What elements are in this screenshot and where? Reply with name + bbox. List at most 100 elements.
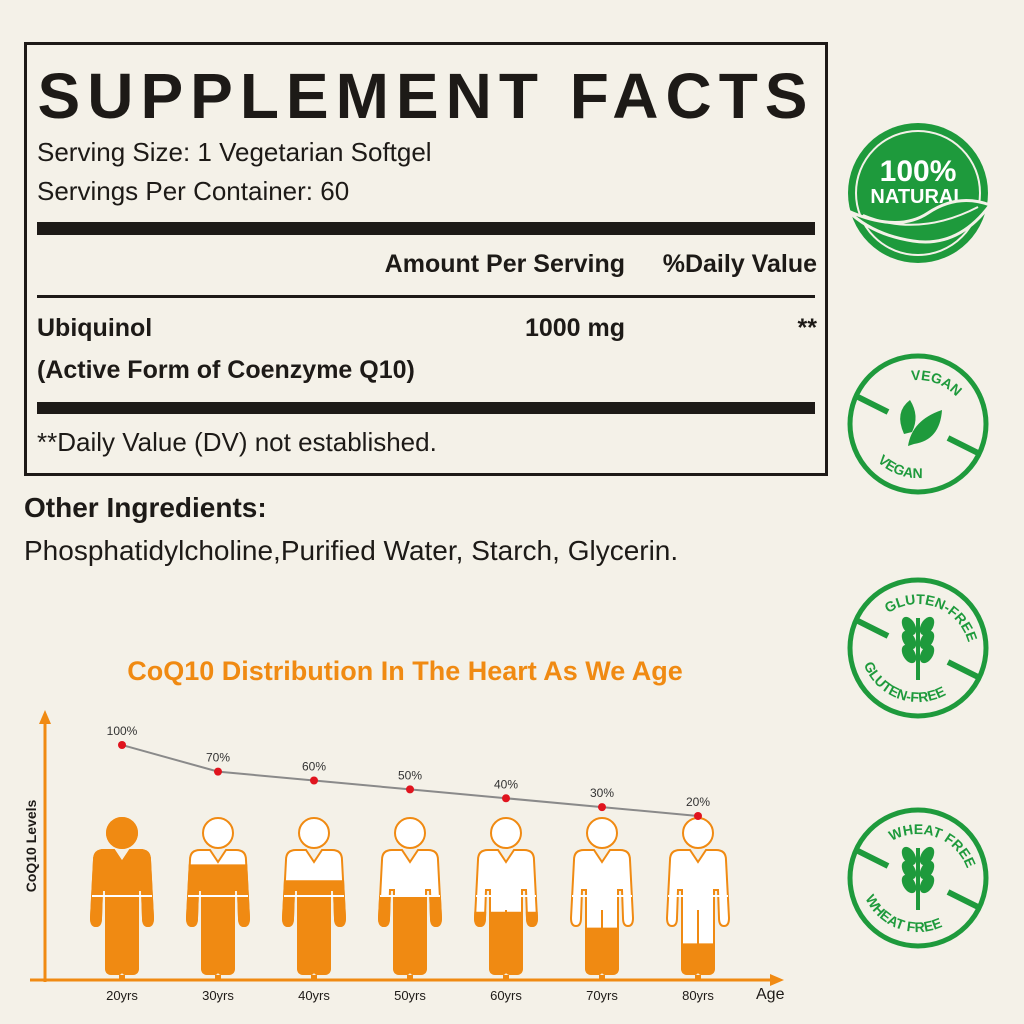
data-point [118, 741, 126, 749]
wheat-grain [919, 846, 935, 866]
wheat-grain [919, 644, 935, 664]
tick [119, 975, 125, 980]
strike-line [854, 393, 890, 415]
wheat-grain [919, 874, 935, 894]
data-label: 60% [302, 760, 326, 774]
y-axis-arrow-icon [39, 710, 51, 724]
person-fill [89, 817, 155, 975]
data-point [406, 785, 414, 794]
badge-text-top: WHEAT FREE [882, 808, 987, 874]
x-tick-label: 20yrs [106, 988, 138, 1003]
other-ingredients-list: Phosphatidylcholine,Purified Water, Star… [24, 535, 679, 566]
ingredient-subtitle: (Active Form of Coenzyme Q10) [37, 356, 415, 384]
supplement-facts-panel: SUPPLEMENT FACTS Serving Size: 1 Vegetar… [24, 42, 828, 476]
strike-line [946, 659, 982, 681]
wheat-grain [901, 630, 917, 650]
badge-text-top-path: WHEAT FREE [882, 808, 987, 874]
facts-title: SUPPLEMENT FACTS [37, 60, 815, 132]
data-point [502, 794, 510, 803]
divider-thick [37, 222, 815, 235]
tick [311, 975, 317, 980]
person-head [586, 817, 618, 849]
strike-line [854, 847, 890, 869]
badge-text-bottom: WHEAT FREE [856, 888, 948, 946]
person-head [490, 817, 522, 849]
data-label: 20% [686, 795, 710, 809]
person-figure [89, 817, 155, 980]
wheat-icon [901, 616, 935, 680]
footnote: **Daily Value (DV) not established. [37, 427, 437, 457]
leaf-shape [900, 400, 916, 434]
x-tick-label: 40yrs [298, 988, 330, 1003]
badge-ring [855, 130, 981, 256]
wheat-grain [901, 616, 917, 636]
x-tick-label: 80yrs [682, 988, 714, 1003]
person-body-fill [585, 927, 619, 975]
tick [599, 975, 605, 980]
ingredient-amount: 1000 mg [524, 314, 625, 342]
leaf-vein [862, 206, 979, 226]
badge-text-bottom-path: GLUTEN-FREE [854, 655, 952, 717]
person-body-fill [185, 864, 251, 975]
ingredient-dv: ** [797, 314, 817, 342]
badge-text-bottom-path: WHEAT FREE [856, 888, 948, 946]
data-label: 40% [494, 777, 518, 791]
badge-circle [847, 353, 989, 495]
person-head [394, 817, 426, 849]
wheat-grain [901, 846, 917, 866]
strike-line [946, 435, 982, 457]
person-body-fill [473, 911, 539, 975]
leaf-icon [846, 199, 993, 244]
data-point [598, 803, 606, 812]
chart-title: CoQ10 Distribution In The Heart As We Ag… [127, 656, 683, 686]
tick [695, 975, 701, 980]
person-body-fill [89, 849, 155, 975]
x-tick-label: 50yrs [394, 988, 426, 1003]
person-head [682, 817, 714, 849]
x-tick-label: 60yrs [490, 988, 522, 1003]
person-figure [665, 817, 731, 980]
person-figure [185, 817, 251, 980]
person-head [298, 817, 330, 849]
person-body-fill [681, 943, 715, 975]
person-body-fill [377, 896, 443, 975]
person-fill [377, 896, 443, 975]
tick [503, 975, 509, 980]
person-head-fill [106, 817, 138, 849]
person-figure [377, 817, 443, 980]
tick [215, 975, 221, 980]
wheat-grain [919, 630, 935, 650]
person-body-fill [281, 880, 347, 975]
data-point [214, 767, 222, 776]
person-fill [473, 911, 539, 975]
other-ingredients-title: Other Ingredients: [24, 492, 267, 523]
person-fill [585, 927, 619, 975]
wheat-icon [901, 846, 935, 910]
badge-circle [847, 807, 989, 949]
person-figure [569, 817, 635, 980]
data-label: 100% [107, 724, 138, 738]
x-axis-arrow-icon [770, 974, 784, 986]
badge-100-: 100%NATURAL [846, 123, 993, 263]
wheat-grain [919, 860, 935, 880]
y-axis-label: CoQ10 Levels [23, 799, 39, 892]
col-amount: Amount Per Serving [384, 250, 625, 278]
person-head [202, 817, 234, 849]
data-label: 70% [206, 751, 230, 765]
data-point [310, 776, 318, 785]
divider-thick [37, 402, 815, 414]
person-figure [281, 817, 347, 980]
x-axis-label: Age [756, 986, 785, 1003]
data-label: 30% [590, 786, 614, 800]
person-fill [185, 864, 251, 975]
wheat-grain [901, 644, 917, 664]
wheat-grain [901, 874, 917, 894]
strike-line [854, 617, 890, 639]
vegan-leaf-icon [900, 400, 942, 446]
ingredient-name: Ubiquinol [37, 314, 153, 342]
leaf-shape [908, 410, 942, 446]
badge-text-top: 100% [880, 155, 957, 188]
